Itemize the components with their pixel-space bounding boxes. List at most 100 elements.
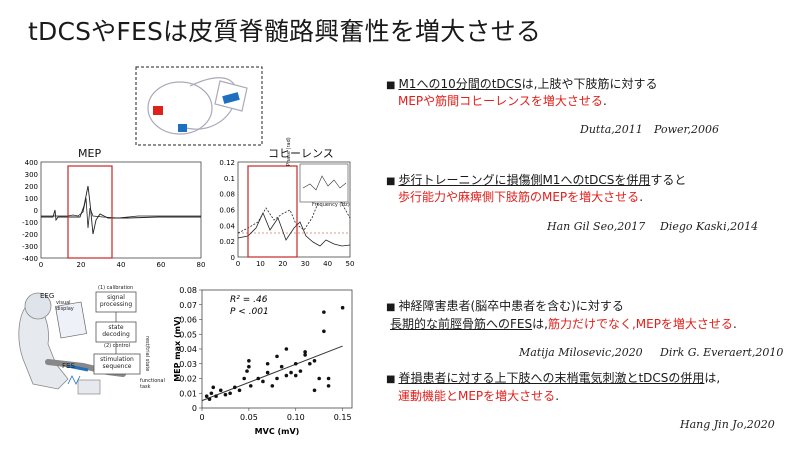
bullet-1-rest: は,上肢や下肢筋に対する [521,77,658,91]
scatter-point [275,354,279,359]
electrode-blue-large [222,92,240,104]
coh-y-tick: 0.06 [219,207,235,215]
coh-x-tick: 0 [236,260,240,268]
bullet-3-line1: ■ 神経障害患者(脳卒中患者を含む)に対する [386,298,624,316]
coherence-chart: 0.12 0.1 0.08 0.06 0.04 0.02 0 0 10 20 30 40 50 [208,158,358,270]
bullet-1-end: . [602,94,607,108]
scatter-point [237,388,242,393]
bullet-4-underlined: 脊損患者に対する上下肢への末梢電気刺激とtDCSの併用 [398,371,705,385]
scatter-y-tick: 0.06 [179,316,197,325]
fes-diagram [8,284,170,414]
coh-x-tick: 20 [278,260,287,268]
bullet-4-line1: ■ 脊損患者に対する上下肢への末梢電気刺激とtDCSの併用は, [386,370,720,388]
scatter-xlabel: MVC (mV) [255,427,300,436]
cite-3a: Matija Milosevic,2020 [519,346,643,359]
bullet-square-icon: ■ [386,176,396,187]
scatter-point [326,384,331,388]
bullet-2-red: 歩行能力や麻痺側下肢筋のMEPを増大させる [398,190,640,204]
bullet-3-mid: は, [532,317,548,331]
scatter-y-tick: 0.03 [179,360,197,369]
scatter-y-tick: 0.05 [179,330,197,339]
bullet-square-icon: ■ [386,302,396,313]
scatter-point [256,376,261,381]
scatter-point [293,373,298,378]
cite-2b: Diego Kaski,2014 [660,220,759,233]
scatter-point [261,379,265,384]
scatter-point [284,347,289,351]
scatter-x-tick: 0 [199,413,204,422]
mep-y-tick: 400 [25,159,38,167]
coh-x-tick: 30 [301,260,310,268]
scatter-y-tick: 0.04 [179,345,197,354]
scatter-r2: R² = .46 [230,295,268,305]
coh-inset [299,163,349,203]
scatter-plot-area [201,289,353,409]
scatter-point [218,388,223,393]
coh-y-tick: 0.04 [219,222,235,230]
mep-y-tick: -100 [22,219,38,227]
bullet-2-rest: すると [650,173,687,187]
bullet-2-end: . [639,190,644,204]
scatter-point [270,384,275,388]
stimulation-sequence-box: stimulation sequence [100,356,134,370]
scatter-point [293,361,298,366]
bullet-square-icon: ■ [386,80,396,91]
coh-y-tick: 0.02 [219,238,235,246]
bullet-1-line1: ■ M1への10分間のtDCSは,上肢や下肢筋に対する [386,76,657,94]
scatter-point [322,329,326,334]
eeg-label: EEG [40,292,55,300]
scatter-point [284,373,289,378]
cite-1b: Power,2006 [654,123,720,136]
coh-x-tick: 10 [256,260,265,268]
bullet-2-line1: ■ 歩行トレーニングに損傷側M1へのtDCSを併用すると [386,172,686,190]
bullet-1-red: MEPや筋間コヒーレンスを増大させる [398,94,603,108]
mep-y-tick: -300 [22,243,38,251]
scatter-point [209,391,214,396]
mep-chart: 400 300 200 100 0 -100 -200 -300 -400 0 20 40 60 80 [8,158,208,270]
mep-title: MEP [78,147,102,160]
scatter-x-tick: 0.15 [334,413,352,422]
bullet-3-underlined: 長期的な前脛骨筋へのFES [390,317,533,331]
cite-1a: Dutta,2011 [580,123,643,136]
coh-inset-xlabel: Frequency (Hz) [312,202,350,208]
scatter-point [303,350,307,354]
scatter-point [279,364,284,369]
scatter-point [340,305,345,310]
cite-3b: Dirk G. Everaert,2010 [660,346,784,359]
scatter-point [245,369,249,373]
signal-processing-box: signal processing [99,294,133,308]
scatter-chart: 0 0.01 0.02 0.03 0.04 0.05 0.06 0.07 0.08 0 0.05 0.… [172,282,362,444]
scatter-point [303,353,307,357]
bullet-2-underlined: 歩行トレーニングに損傷側M1へのtDCSを併用 [398,173,651,187]
coh-x-tick: 40 [323,260,332,268]
scatter-y-tick: 0.02 [179,375,197,384]
coh-title: コヒーレンス [268,147,334,160]
bullet-4-line2: 運動機能とMEPを増大させる. [398,388,559,405]
scatter-y-tick: 0 [192,404,197,413]
scatter-point [207,397,212,401]
scatter-point [298,369,303,373]
bullet-4-rest: は, [704,371,721,385]
coh-inset-ylabel: Phase (rad) [286,137,292,166]
bullet-2-line2: 歩行能力や麻痺側下肢筋のMEPを増大させる. [398,189,643,206]
electrode-blue [178,124,187,132]
scatter-x-tick: 0.10 [287,413,305,422]
scatter-p: P < .001 [230,307,269,317]
fes-label: FES [62,362,75,370]
scatter-point [317,376,321,381]
cite-4a: Hang Jin Jo,2020 [680,418,775,431]
calibration-label: (1) calibration [98,285,134,291]
scatter-x-tick: 0.05 [240,413,258,422]
scatter-point [308,361,312,366]
coh-y-tick: 0 [231,254,235,262]
bullet-3-end: . [732,317,737,331]
rest-state-label: rest/trial state [144,336,150,372]
scatter-ylabel: MEP max (mV) [173,316,182,382]
page-title: tDCSやFESは皮質脊髄路興奮性を増大させる [28,17,542,46]
mep-x-tick: 20 [77,261,86,269]
mep-x-tick: 40 [117,261,126,269]
mep-y-tick: 100 [25,195,38,203]
coh-y-tick: 0.1 [224,175,235,183]
coh-x-tick: 50 [346,260,355,268]
bullet-4-red: 運動機能とMEPを増大させる [398,389,556,403]
